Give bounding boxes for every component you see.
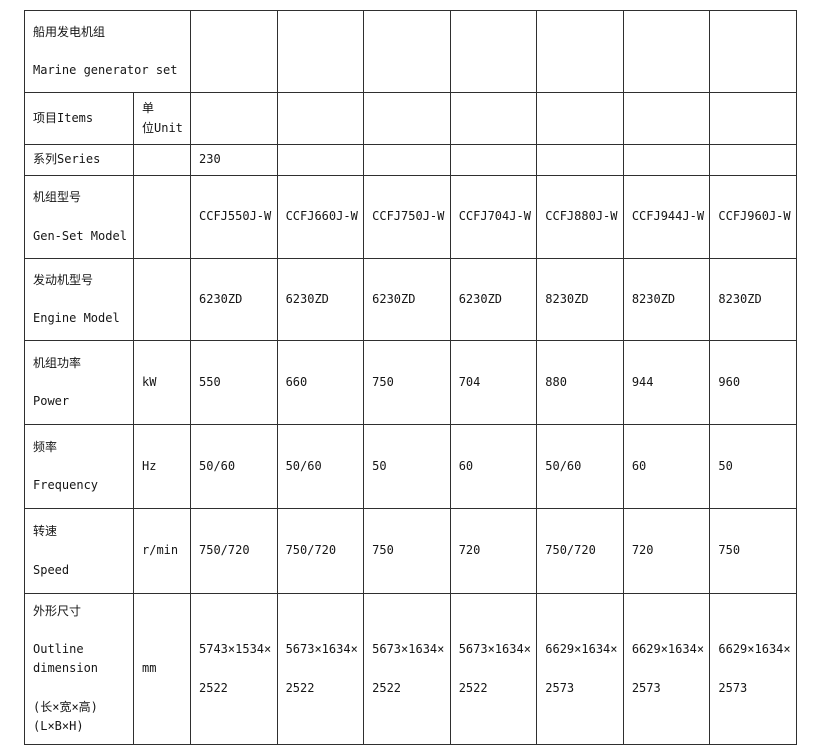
empty-cell	[363, 144, 451, 176]
value-cell: 960	[709, 340, 797, 425]
value-cell: 6629×1634× 2573	[622, 593, 711, 745]
unit-header-cell: 单 位Unit	[133, 92, 191, 145]
empty-cell	[536, 144, 624, 176]
spec-table: 船用发电机组 Marine generator set 项目Items 单 位U…	[24, 10, 797, 745]
empty-cell	[276, 144, 365, 176]
empty-cell	[276, 92, 365, 145]
value-cell: 8230ZD	[622, 258, 711, 341]
value-cell: 750/720	[536, 508, 624, 594]
value-cell: 6230ZD	[276, 258, 365, 341]
empty-cell	[449, 92, 538, 145]
title-row: 船用发电机组 Marine generator set	[24, 10, 797, 93]
empty-cell	[536, 92, 624, 145]
frequency-row: 频率 Frequency Hz 50/60 50/60 50 60 50/60 …	[24, 424, 797, 509]
speed-row: 转速 Speed r/min 750/720 750/720 750 720 7…	[24, 508, 797, 594]
unit-cell: kW	[133, 340, 191, 425]
value-cell: 5743×1534× 2522	[190, 593, 278, 745]
value-cell: 6230ZD	[449, 258, 538, 341]
unit-cell: r/min	[133, 508, 191, 594]
value-cell: CCFJ960J-W	[709, 175, 797, 259]
value-cell: 60	[622, 424, 711, 509]
value-cell: CCFJ660J-W	[276, 175, 365, 259]
empty-cell	[449, 10, 538, 93]
outline-dimension-row: 外形尺寸 Outline dimension (长×宽×高) (L×B×H) m…	[24, 593, 797, 745]
series-label-cell: 系列Series	[24, 144, 134, 176]
row-label-cell: 机组功率 Power	[24, 340, 134, 425]
empty-cell	[622, 144, 711, 176]
header-row: 项目Items 单 位Unit	[24, 92, 797, 145]
empty-cell	[190, 10, 278, 93]
value-cell: CCFJ750J-W	[363, 175, 451, 259]
value-cell: 5673×1634× 2522	[449, 593, 538, 745]
value-cell: CCFJ704J-W	[449, 175, 538, 259]
value-cell: 6629×1634× 2573	[536, 593, 624, 745]
row-label-cell: 机组型号 Gen-Set Model	[24, 175, 134, 259]
genset-model-row: 机组型号 Gen-Set Model CCFJ550J-W CCFJ660J-W…	[24, 175, 797, 259]
value-cell: 6230ZD	[190, 258, 278, 341]
items-header-cell: 项目Items	[24, 92, 134, 145]
series-value-cell: 230	[190, 144, 278, 176]
value-cell: 60	[449, 424, 538, 509]
value-cell: 50/60	[536, 424, 624, 509]
empty-unit-cell	[133, 144, 191, 176]
value-cell: CCFJ944J-W	[622, 175, 711, 259]
value-cell: 6629×1634× 2573	[709, 593, 797, 745]
series-row: 系列Series 230	[24, 144, 797, 176]
value-cell: 750	[709, 508, 797, 594]
value-cell: 750/720	[276, 508, 365, 594]
value-cell: 750	[363, 508, 451, 594]
value-cell: 750/720	[190, 508, 278, 594]
empty-cell	[276, 10, 365, 93]
value-cell: CCFJ880J-W	[536, 175, 624, 259]
value-cell: 944	[622, 340, 711, 425]
unit-cell	[133, 175, 191, 259]
value-cell: 8230ZD	[536, 258, 624, 341]
value-cell: 750	[363, 340, 451, 425]
value-cell: 50	[363, 424, 451, 509]
value-cell: CCFJ550J-W	[190, 175, 278, 259]
value-cell: 660	[276, 340, 365, 425]
value-cell: 720	[449, 508, 538, 594]
table-title: 船用发电机组 Marine generator set	[24, 10, 191, 93]
power-row: 机组功率 Power kW 550 660 750 704 880 944 96…	[24, 340, 797, 425]
value-cell: 5673×1634× 2522	[276, 593, 365, 745]
value-cell: 5673×1634× 2522	[363, 593, 451, 745]
value-cell: 6230ZD	[363, 258, 451, 341]
empty-cell	[709, 10, 797, 93]
value-cell: 50/60	[276, 424, 365, 509]
value-cell: 8230ZD	[709, 258, 797, 341]
row-label-cell: 发动机型号 Engine Model	[24, 258, 134, 341]
engine-model-row: 发动机型号 Engine Model 6230ZD 6230ZD 6230ZD …	[24, 258, 797, 341]
empty-cell	[709, 144, 797, 176]
unit-cell: Hz	[133, 424, 191, 509]
empty-cell	[622, 92, 711, 145]
value-cell: 50	[709, 424, 797, 509]
empty-cell	[622, 10, 711, 93]
value-cell: 880	[536, 340, 624, 425]
empty-cell	[449, 144, 538, 176]
row-label-cell: 外形尺寸 Outline dimension (长×宽×高) (L×B×H)	[24, 593, 134, 745]
unit-cell: mm	[133, 593, 191, 745]
empty-cell	[536, 10, 624, 93]
unit-cell	[133, 258, 191, 341]
row-label-cell: 频率 Frequency	[24, 424, 134, 509]
value-cell: 720	[622, 508, 711, 594]
value-cell: 704	[449, 340, 538, 425]
empty-cell	[363, 10, 451, 93]
empty-cell	[363, 92, 451, 145]
value-cell: 550	[190, 340, 278, 425]
empty-cell	[190, 92, 278, 145]
row-label-cell: 转速 Speed	[24, 508, 134, 594]
empty-cell	[709, 92, 797, 145]
value-cell: 50/60	[190, 424, 278, 509]
